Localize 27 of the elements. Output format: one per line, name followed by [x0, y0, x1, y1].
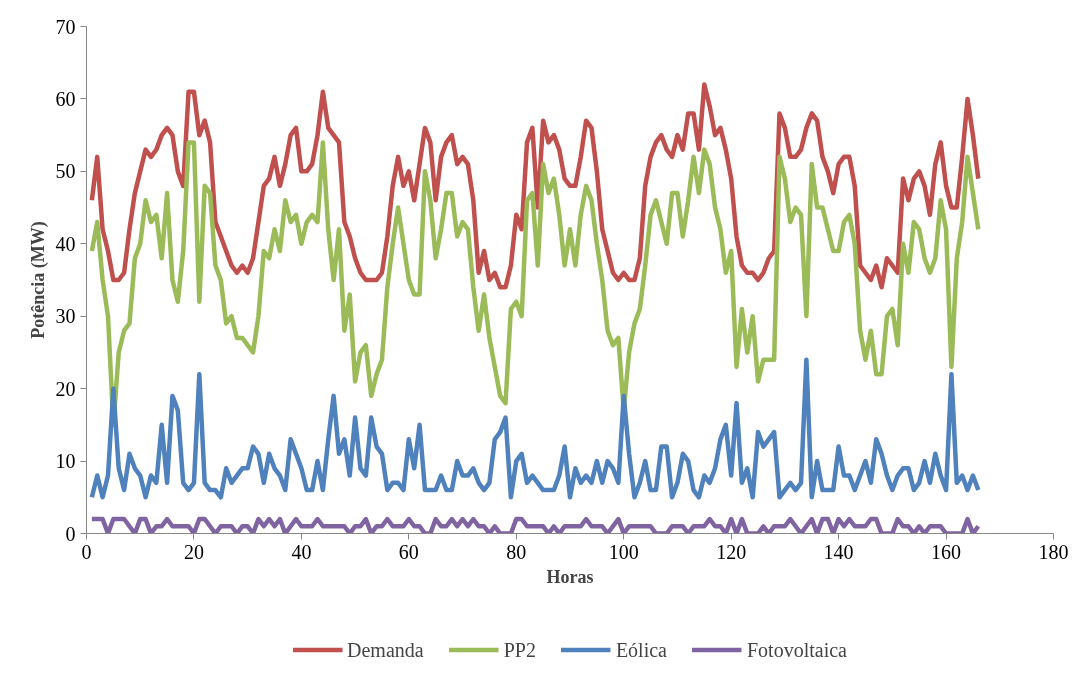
x-tick-label: 60	[398, 540, 419, 563]
y-tick-label: 50	[55, 160, 76, 183]
y-tick-label: 0	[65, 522, 76, 545]
y-axis-title: Potência (MW)	[27, 221, 49, 339]
x-tick-label: 40	[291, 540, 312, 563]
x-tick-label: 180	[1038, 540, 1069, 563]
x-tick-label: 80	[506, 540, 527, 563]
line-series	[89, 357, 981, 500]
x-tick-label: 120	[716, 540, 747, 563]
y-tick-label: 10	[55, 450, 76, 473]
y-tick-label: 20	[55, 377, 76, 400]
x-axis-title: Horas	[546, 566, 594, 587]
y-tick-label: 70	[55, 15, 76, 38]
x-tick-label: 140	[823, 540, 854, 563]
legend-label: PP2	[503, 638, 536, 661]
legend-label: Eólica	[615, 638, 667, 661]
x-tick-label: 160	[931, 540, 962, 563]
legend-label: Fotovoltaica	[747, 638, 847, 661]
y-tick-label: 30	[55, 305, 76, 328]
x-tick-label: 20	[183, 540, 204, 563]
legend-label: Demanda	[347, 638, 424, 661]
x-tick-label: 0	[81, 540, 92, 563]
line-series	[89, 82, 981, 290]
y-tick-label: 60	[55, 87, 76, 110]
x-tick-label: 100	[608, 540, 639, 563]
y-tick-label: 40	[55, 232, 76, 255]
line-series	[89, 140, 981, 428]
